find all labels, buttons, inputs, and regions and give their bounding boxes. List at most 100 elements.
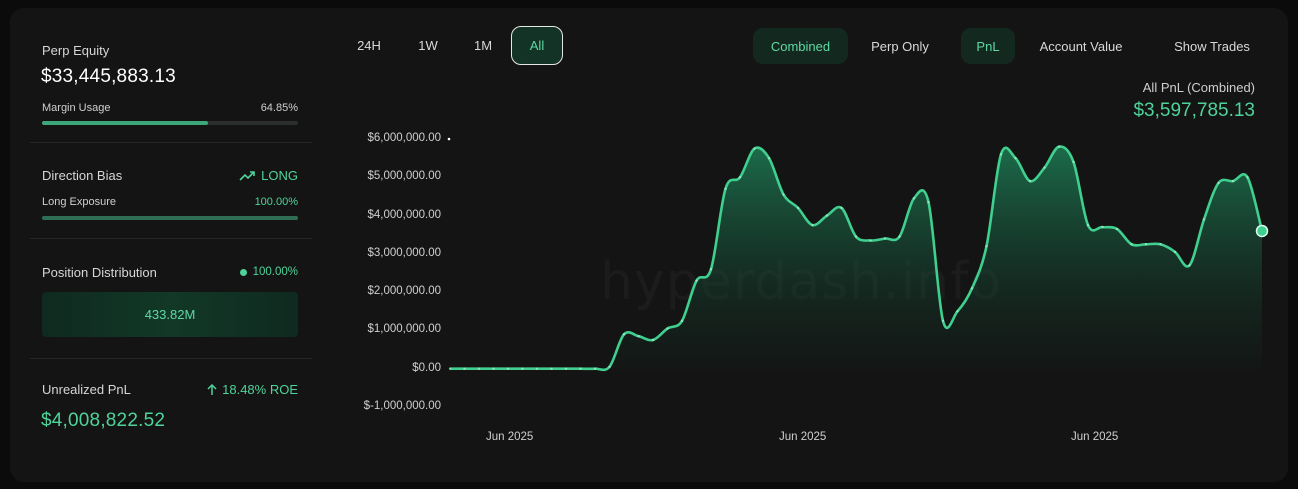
data-point xyxy=(1188,264,1191,267)
y-tick-label: $5,000,000.00 xyxy=(367,170,441,183)
data-point xyxy=(1231,179,1235,183)
unrealized-pnl-value: $4,008,822.52 xyxy=(41,410,166,431)
account-value-button[interactable]: Account Value xyxy=(1039,38,1123,54)
data-point xyxy=(1072,160,1075,164)
pnl-summary-label: All PnL (Combined) xyxy=(1142,80,1255,95)
data-point xyxy=(1086,223,1090,227)
data-point xyxy=(1115,227,1119,231)
data-point xyxy=(680,319,684,323)
long-exposure-fill xyxy=(42,216,298,220)
data-point xyxy=(564,367,568,370)
pnl-points xyxy=(448,145,1249,370)
data-point xyxy=(535,367,539,370)
y-tick-label: $3,000,000.00 xyxy=(367,246,441,259)
data-point xyxy=(840,206,843,210)
data-point xyxy=(622,333,626,336)
data-point xyxy=(1173,250,1177,254)
data-point xyxy=(999,153,1003,156)
data-point xyxy=(869,239,872,242)
x-tick-label: Jun 2025 xyxy=(1071,431,1119,443)
data-point xyxy=(854,235,858,238)
position-distribution-bar[interactable]: 433.82M xyxy=(42,292,298,337)
position-distribution-label: Position Distribution xyxy=(42,265,157,280)
data-point xyxy=(753,147,756,150)
unrealized-pnl-roe: 18.48% ROE xyxy=(207,382,298,397)
data-point xyxy=(506,367,510,370)
divider xyxy=(30,358,312,359)
data-point xyxy=(1246,176,1249,179)
data-point xyxy=(477,367,481,370)
data-point xyxy=(898,235,901,238)
y-tick-label: $2,000,000.00 xyxy=(367,285,441,298)
divider xyxy=(30,142,312,143)
margin-usage-value: 64.85% xyxy=(260,102,298,114)
divider xyxy=(30,238,312,239)
show-trades-button[interactable]: Show Trades xyxy=(1174,38,1250,54)
trending-up-icon xyxy=(239,170,255,181)
data-point xyxy=(796,206,800,210)
unrealized-pnl-label: Unrealized PnL xyxy=(42,382,131,397)
data-point xyxy=(883,237,887,240)
data-point xyxy=(825,214,829,217)
latest-point-marker[interactable] xyxy=(1255,224,1269,238)
margin-usage-fill xyxy=(42,121,209,125)
y-tick-label: $0.00 xyxy=(412,361,441,374)
data-point xyxy=(941,319,945,323)
data-point xyxy=(956,310,959,313)
data-point xyxy=(970,287,974,290)
data-point xyxy=(1202,218,1206,221)
range-1w-button[interactable]: 1W xyxy=(418,37,438,53)
data-point xyxy=(927,200,930,204)
data-point xyxy=(738,176,742,179)
data-point xyxy=(1159,243,1162,246)
data-point xyxy=(912,197,916,200)
data-point xyxy=(1028,179,1032,183)
range-all-button[interactable]: All xyxy=(511,26,563,65)
x-tick-label: Jun 2025 xyxy=(779,431,827,443)
arrow-up-icon xyxy=(207,383,217,395)
data-point xyxy=(579,367,582,370)
data-point xyxy=(695,279,698,282)
perp-only-button[interactable]: Perp Only xyxy=(871,38,929,54)
top-tick-dot xyxy=(447,137,451,141)
range-24h-button[interactable]: 24H xyxy=(357,37,381,53)
data-point xyxy=(637,334,640,338)
data-point xyxy=(1217,181,1220,185)
pnl-line xyxy=(450,145,1264,372)
data-point xyxy=(651,338,655,342)
data-point xyxy=(767,156,771,160)
data-point xyxy=(985,245,988,248)
data-point xyxy=(1130,243,1133,246)
position-distribution-indicator: 100.00% xyxy=(239,266,298,278)
data-point xyxy=(1057,145,1061,148)
dot-icon xyxy=(239,268,247,276)
data-point xyxy=(448,367,452,370)
data-point xyxy=(666,327,669,330)
y-tick-label: $-1,000,000.00 xyxy=(363,400,441,412)
margin-usage-bar xyxy=(42,121,298,125)
data-point xyxy=(724,187,727,190)
data-point xyxy=(1014,156,1017,160)
data-point xyxy=(521,367,524,370)
data-point xyxy=(709,267,713,271)
long-exposure-value: 100.00% xyxy=(254,196,298,208)
position-distribution-value: 100.00% xyxy=(252,266,298,278)
data-point xyxy=(492,367,495,370)
data-point xyxy=(1101,225,1104,229)
y-tick-label: $6,000,000.00 xyxy=(367,132,441,144)
margin-usage-label: Margin Usage xyxy=(42,102,111,114)
perp-equity-value: $33,445,883.13 xyxy=(41,66,176,87)
direction-bias-label: Direction Bias xyxy=(42,168,123,183)
range-1m-button[interactable]: 1M xyxy=(473,37,493,53)
data-point xyxy=(1144,243,1148,246)
y-tick-label: $1,000,000.00 xyxy=(367,323,441,336)
long-exposure-label: Long Exposure xyxy=(42,196,116,208)
y-tick-label: $4,000,000.00 xyxy=(367,208,441,221)
combined-button[interactable]: Combined xyxy=(753,28,848,64)
pnl-button[interactable]: PnL xyxy=(961,28,1015,64)
data-point xyxy=(782,193,785,196)
data-point xyxy=(550,367,553,370)
data-point xyxy=(463,367,466,370)
long-exposure-bar xyxy=(42,216,298,220)
